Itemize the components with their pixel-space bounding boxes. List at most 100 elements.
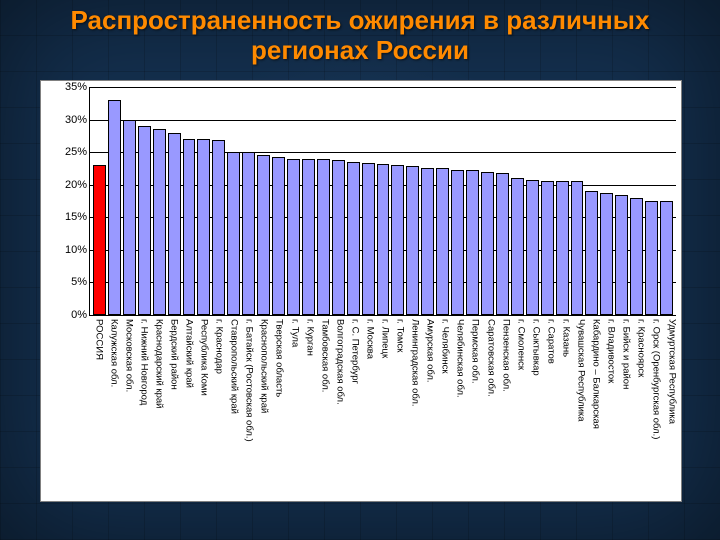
bar-rect <box>362 163 375 315</box>
bar <box>108 87 121 315</box>
x-label-slot: г. Казань <box>559 317 572 497</box>
x-label-slot: Челябинская обл. <box>454 317 467 497</box>
bar <box>138 87 151 315</box>
bar <box>257 87 270 315</box>
bar-rect <box>630 198 643 315</box>
bar <box>332 87 345 315</box>
bar <box>362 87 375 315</box>
bar <box>660 87 673 315</box>
bar-rect <box>257 155 270 315</box>
x-label-slot: г. Бийск и район <box>620 317 633 497</box>
x-label-slot: г. Курган <box>303 317 316 497</box>
x-label-slot: Ленинградская обл. <box>409 317 422 497</box>
bar <box>153 87 166 315</box>
x-label-slot: г. Владивосток <box>605 317 618 497</box>
bar-rect <box>197 139 210 315</box>
x-label-slot: г. Томск <box>394 317 407 497</box>
bar <box>481 87 494 315</box>
bar-rect <box>511 178 524 315</box>
bar <box>197 87 210 315</box>
bar <box>302 87 315 315</box>
x-label: г. Тула <box>289 319 300 347</box>
x-label: Удмуртская Республика <box>666 319 677 424</box>
y-tick-label: 15% <box>65 211 87 223</box>
bar <box>168 87 181 315</box>
bar-rect <box>585 191 598 315</box>
bar-rect <box>123 120 136 315</box>
bar-rect <box>660 201 673 315</box>
x-label: г. Саратов <box>545 319 556 364</box>
x-label: г. Сыктывкар <box>530 319 541 376</box>
bar <box>272 87 285 315</box>
x-label-slot: Саратовская обл. <box>484 317 497 497</box>
x-label-slot: Кабардино – Балкарская <box>590 317 603 497</box>
bar <box>227 87 240 315</box>
x-label-slot: г. Саратов <box>544 317 557 497</box>
x-label-slot: Краснопольский край <box>258 317 271 497</box>
x-label: Ставропольский край <box>229 319 240 414</box>
bar-rect <box>600 193 613 315</box>
bar-rect <box>317 159 330 315</box>
bar-rect <box>183 139 196 315</box>
x-label-slot: г. Тула <box>288 317 301 497</box>
bar-rect <box>541 181 554 315</box>
x-label: Краснопольский край <box>259 319 270 413</box>
bar-rect <box>571 181 584 315</box>
bar <box>93 87 106 315</box>
x-label: Челябинская обл. <box>455 319 466 398</box>
bar-rect <box>466 170 479 315</box>
x-label: г. Бийск и район <box>621 319 632 389</box>
y-tick-label: 5% <box>71 276 87 288</box>
bar <box>556 87 569 315</box>
y-tick-label: 35% <box>65 81 87 93</box>
bar-rect <box>212 140 225 315</box>
x-label-slot: Калужская обл. <box>107 317 120 497</box>
bar <box>451 87 464 315</box>
x-label: Тамбовская обл. <box>319 319 330 392</box>
x-label: г. С. Петербург <box>349 319 360 384</box>
x-label: г. Красноярск <box>636 319 647 377</box>
x-label: г. Томск <box>395 319 406 352</box>
x-label: Калужская обл. <box>108 319 119 387</box>
bar-rect <box>406 166 419 315</box>
bar-rect <box>302 159 315 315</box>
x-label-slot: Ставропольский край <box>228 317 241 497</box>
bar-rect <box>168 133 181 315</box>
slide-title: Распространенность ожирения в различных … <box>0 6 720 66</box>
x-label: Пензенская обл. <box>500 319 511 392</box>
bar <box>571 87 584 315</box>
x-label: Тверская область <box>274 319 285 397</box>
x-label: Краснодарский край <box>153 319 164 408</box>
x-label-slot: г. Москва <box>363 317 376 497</box>
bar-rect <box>347 162 360 315</box>
bar <box>377 87 390 315</box>
bar-rect <box>526 180 539 315</box>
x-label-slot: г. Смоленск <box>514 317 527 497</box>
x-label-slot: г. Нижний Новгород <box>137 317 150 497</box>
bar <box>242 87 255 315</box>
x-label-slot: Республика Коми <box>198 317 211 497</box>
y-tick-label: 10% <box>65 244 87 256</box>
x-label-slot: Волгоградская обл. <box>333 317 346 497</box>
bar <box>317 87 330 315</box>
bar-rect <box>227 152 240 315</box>
y-tick-label: 20% <box>65 179 87 191</box>
bar-rect <box>377 164 390 315</box>
x-label: Республика Коми <box>199 319 210 396</box>
x-label-slot: г. Липецк <box>378 317 391 497</box>
x-label-slot: Амурская обл. <box>424 317 437 497</box>
x-label: г. Владивосток <box>606 319 617 383</box>
x-label-slot: Пермская обл. <box>469 317 482 497</box>
x-label: г. Челябинск <box>440 319 451 373</box>
x-label: Кабардино – Балкарская <box>591 319 602 429</box>
x-label-slot: Краснодарский край <box>152 317 165 497</box>
x-label: г. Москва <box>364 319 375 359</box>
bar <box>615 87 628 315</box>
x-label-slot: Алтайский край <box>182 317 195 497</box>
bar-rect <box>436 168 449 315</box>
bar <box>287 87 300 315</box>
x-label: Саратовская обл. <box>485 319 496 397</box>
x-label-slot: Тверская область <box>273 317 286 497</box>
bar <box>421 87 434 315</box>
bar-rect <box>645 201 658 315</box>
